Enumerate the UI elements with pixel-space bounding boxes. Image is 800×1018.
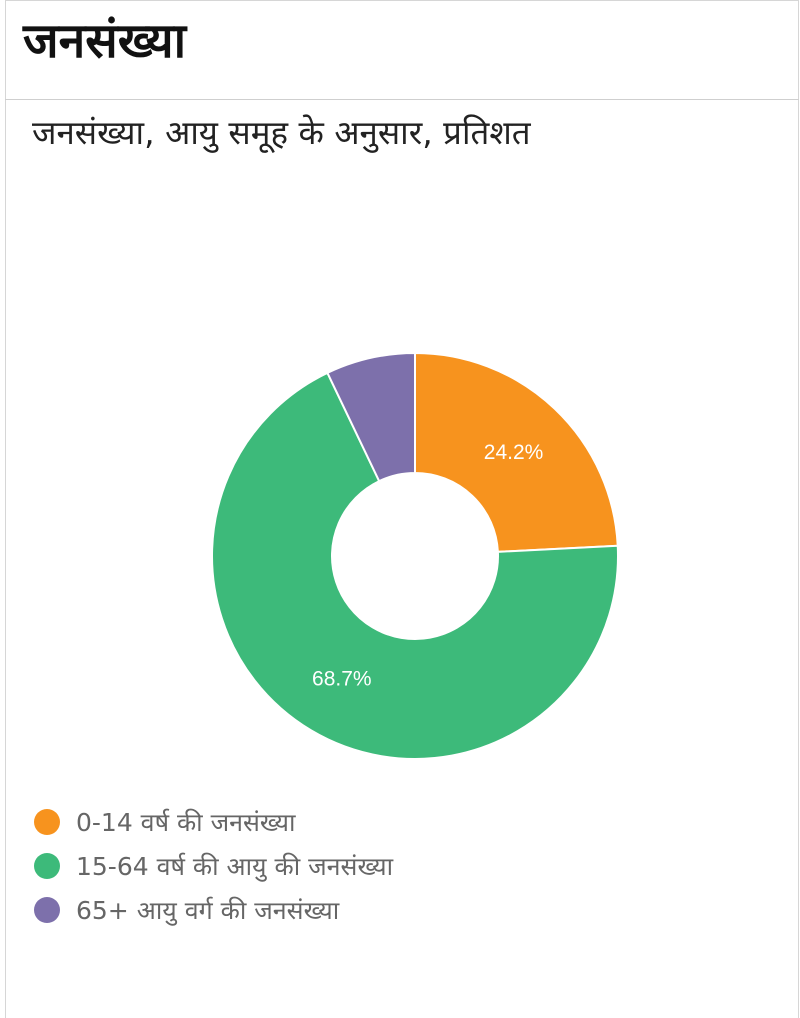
legend-swatch-15-64 [34,853,60,879]
legend-swatch-65-plus [34,897,60,923]
legend-label-0-14: 0-14 वर्ष की जनसंख्या [76,808,296,837]
legend-item-0-14[interactable]: 0-14 वर्ष की जनसंख्या [34,800,393,844]
chart-title: जनसंख्या, आयु समूह के अनुसार, प्रतिशत [32,113,531,152]
chart-legend: 0-14 वर्ष की जनसंख्या 15-64 वर्ष की आयु … [34,800,393,932]
data-label-15-64: 68.7% [312,667,372,690]
legend-item-15-64[interactable]: 15-64 वर्ष की आयु की जनसंख्या [34,844,393,888]
data-label-0-14: 24.2% [484,441,544,464]
slice-15-64[interactable] [211,371,619,760]
heading-divider [5,99,799,100]
legend-label-65-plus: 65+ आयु वर्ग की जनसंख्या [76,896,340,925]
chart-panel [5,0,799,1018]
legend-label-15-64: 15-64 वर्ष की आयु की जनसंख्या [76,852,394,881]
slice-65-plus[interactable] [326,351,416,483]
slice-0-14[interactable] [414,351,619,553]
legend-item-65-plus[interactable]: 65+ आयु वर्ग की जनसंख्या [34,888,393,932]
page-heading: जनसंख्या [23,13,187,69]
legend-swatch-0-14 [34,809,60,835]
donut-chart: 24.2% 68.7% [211,351,619,760]
